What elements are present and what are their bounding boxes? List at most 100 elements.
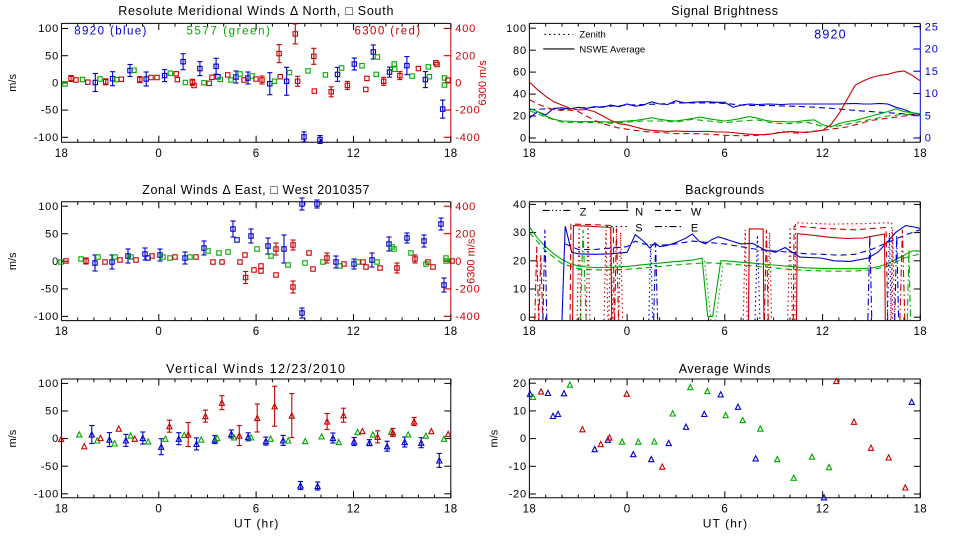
svg-text:-10: -10 xyxy=(509,461,527,473)
svg-text:12: 12 xyxy=(347,326,361,338)
svg-text:25: 25 xyxy=(925,21,939,33)
svg-text:20: 20 xyxy=(513,378,527,390)
svg-text:100: 100 xyxy=(38,378,59,390)
svg-text:-100: -100 xyxy=(34,132,59,144)
svg-text:0: 0 xyxy=(455,256,462,268)
svg-text:0: 0 xyxy=(52,256,59,268)
svg-text:Vertical Winds 12/23/2010: Vertical Winds 12/23/2010 xyxy=(166,362,346,376)
svg-text:12: 12 xyxy=(816,148,830,160)
svg-text:12: 12 xyxy=(347,148,361,160)
svg-text:0: 0 xyxy=(520,433,527,445)
svg-text:m/s: m/s xyxy=(7,74,19,92)
svg-text:-50: -50 xyxy=(41,284,59,296)
svg-text:20: 20 xyxy=(513,111,527,123)
svg-text:6: 6 xyxy=(721,503,728,515)
svg-text:0: 0 xyxy=(52,78,59,90)
svg-text:8920 (blue): 8920 (blue) xyxy=(74,26,148,38)
svg-text:400: 400 xyxy=(455,201,476,213)
svg-text:S: S xyxy=(635,223,642,235)
svg-text:18: 18 xyxy=(914,326,928,338)
svg-text:UT (hr): UT (hr) xyxy=(703,517,748,531)
svg-text:0: 0 xyxy=(155,148,162,160)
svg-text:6: 6 xyxy=(253,503,260,515)
svg-text:5: 5 xyxy=(925,110,932,122)
svg-text:15: 15 xyxy=(925,66,939,78)
svg-text:N: N xyxy=(635,206,643,218)
svg-text:50: 50 xyxy=(45,228,59,240)
svg-text:-20: -20 xyxy=(509,489,527,501)
svg-text:80: 80 xyxy=(513,45,527,57)
svg-text:0: 0 xyxy=(155,326,162,338)
svg-text:60: 60 xyxy=(513,67,527,79)
svg-text:-400: -400 xyxy=(455,311,480,323)
svg-text:0: 0 xyxy=(520,312,527,324)
svg-text:-400: -400 xyxy=(455,132,480,144)
svg-text:18: 18 xyxy=(523,326,537,338)
svg-text:20: 20 xyxy=(513,255,527,267)
svg-text:6: 6 xyxy=(253,148,260,160)
svg-text:30: 30 xyxy=(513,227,527,239)
svg-text:12: 12 xyxy=(816,326,830,338)
svg-text:10: 10 xyxy=(513,284,527,296)
svg-text:18: 18 xyxy=(914,148,928,160)
svg-text:Average Winds: Average Winds xyxy=(679,362,771,376)
svg-text:-50: -50 xyxy=(41,105,59,117)
svg-text:40: 40 xyxy=(513,89,527,101)
svg-text:100: 100 xyxy=(38,201,59,213)
svg-text:6: 6 xyxy=(253,326,260,338)
svg-text:Zonal Winds Δ East, □ West 201: Zonal Winds Δ East, □ West 2010357 xyxy=(142,183,370,197)
svg-text:UT (hr): UT (hr) xyxy=(234,517,279,531)
svg-text:400: 400 xyxy=(455,23,476,35)
svg-text:0: 0 xyxy=(925,133,932,145)
svg-text:NSWE Average: NSWE Average xyxy=(579,44,645,55)
svg-text:0: 0 xyxy=(455,78,462,90)
svg-text:10: 10 xyxy=(925,88,939,100)
svg-text:50: 50 xyxy=(45,406,59,418)
svg-text:12: 12 xyxy=(816,503,830,515)
svg-text:Signal Brightness: Signal Brightness xyxy=(671,4,778,18)
svg-text:18: 18 xyxy=(523,148,537,160)
svg-text:18: 18 xyxy=(444,148,458,160)
svg-text:0: 0 xyxy=(624,503,631,515)
svg-text:40: 40 xyxy=(513,199,527,211)
svg-text:20: 20 xyxy=(925,44,939,56)
svg-text:18: 18 xyxy=(444,326,458,338)
svg-text:18: 18 xyxy=(55,503,69,515)
svg-text:200: 200 xyxy=(455,228,476,240)
svg-text:200: 200 xyxy=(455,50,476,62)
svg-text:E: E xyxy=(691,223,698,235)
svg-text:Zenith: Zenith xyxy=(579,30,605,41)
svg-text:10: 10 xyxy=(513,406,527,418)
svg-text:-100: -100 xyxy=(34,311,59,323)
svg-text:50: 50 xyxy=(45,50,59,62)
svg-text:100: 100 xyxy=(506,23,527,35)
svg-text:m/s: m/s xyxy=(489,429,501,447)
svg-text:0: 0 xyxy=(155,503,162,515)
svg-text:-50: -50 xyxy=(41,461,59,473)
svg-text:8920: 8920 xyxy=(814,28,847,42)
svg-text:100: 100 xyxy=(38,23,59,35)
svg-text:-200: -200 xyxy=(455,284,480,296)
svg-text:Backgrounds: Backgrounds xyxy=(685,183,765,197)
svg-text:W: W xyxy=(691,206,702,218)
svg-text:18: 18 xyxy=(444,503,458,515)
svg-text:0: 0 xyxy=(52,433,59,445)
svg-text:m/s: m/s xyxy=(7,252,19,270)
svg-text:m/s: m/s xyxy=(7,429,19,447)
svg-text:6: 6 xyxy=(721,148,728,160)
svg-text:18: 18 xyxy=(55,326,69,338)
svg-text:Resolute Meridional Winds Δ No: Resolute Meridional Winds Δ North, □ Sou… xyxy=(118,4,394,18)
svg-text:6300 (red): 6300 (red) xyxy=(354,26,421,38)
svg-text:-100: -100 xyxy=(34,488,59,500)
svg-text:5577 (green): 5577 (green) xyxy=(186,26,271,38)
svg-text:0: 0 xyxy=(520,133,527,145)
svg-text:6300 m/s: 6300 m/s xyxy=(466,238,478,284)
svg-text:6300 m/s: 6300 m/s xyxy=(477,60,489,106)
svg-text:Z: Z xyxy=(580,206,587,218)
svg-text:6: 6 xyxy=(721,326,728,338)
svg-text:12: 12 xyxy=(347,503,361,515)
svg-text:18: 18 xyxy=(914,503,928,515)
svg-text:0: 0 xyxy=(624,148,631,160)
svg-text:18: 18 xyxy=(523,503,537,515)
svg-text:-200: -200 xyxy=(455,105,480,117)
